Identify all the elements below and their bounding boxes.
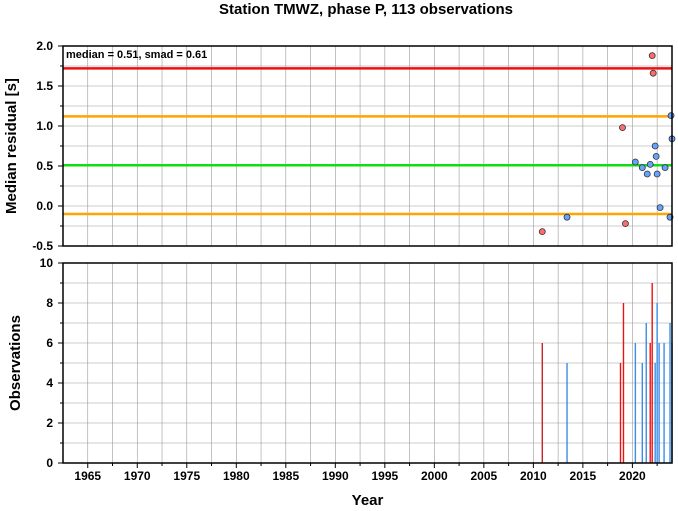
observation-bar [649, 343, 651, 463]
observation-bar [541, 343, 543, 463]
data-point [653, 170, 661, 178]
y-tick-label: 4 [46, 376, 53, 390]
x-tick-label: 1965 [74, 469, 101, 483]
data-point [631, 158, 639, 166]
x-axis-label: Year [352, 492, 384, 509]
y-tick-label: 0 [46, 456, 53, 470]
y-tick-label: 2 [46, 416, 53, 430]
year-x-ticks: 1965 1970 1975 1980 1985 1990 1995 2000 2005 2010… [74, 463, 658, 483]
x-tick-label: 2020 [619, 469, 646, 483]
residuals-y-axis-label: Median residual [s] [3, 78, 20, 214]
observations-panel: 0 2 4 6 8 10 1965 1970 1975 1980 1985 1990 1995 2000… [7, 256, 673, 509]
data-point [638, 164, 646, 172]
y-tick-label: 10 [40, 256, 54, 270]
data-point [649, 69, 657, 77]
y-tick-label: 2.0 [36, 39, 53, 53]
x-tick-label: 2000 [421, 469, 448, 483]
observation-bar [622, 303, 625, 463]
residuals-annotation: median = 0.51, smad = 0.61 [66, 49, 207, 61]
residuals-y-ticks: -0.5 0.0 0.5 1.0 1.5 2.0 [32, 39, 63, 253]
x-tick-label: 1985 [272, 469, 299, 483]
x-tick-label: 1980 [223, 469, 250, 483]
data-point [667, 112, 675, 119]
x-tick-label: 1995 [371, 469, 398, 483]
data-point [646, 160, 654, 168]
y-tick-label: 0.0 [36, 199, 53, 213]
observation-bar [651, 283, 653, 463]
observations-grid [63, 263, 672, 463]
x-tick-label: 1975 [173, 469, 200, 483]
observation-bar [619, 363, 622, 463]
y-tick-label: 6 [46, 336, 53, 350]
observation-bar [656, 303, 658, 463]
data-point [643, 170, 651, 178]
data-point [619, 124, 626, 131]
x-tick-label: 2010 [520, 469, 547, 483]
y-tick-label: 1.0 [36, 119, 53, 133]
residuals-panel: -0.5 0.0 0.5 1.0 1.5 2.0 median = 0.51, smad … [3, 39, 676, 253]
residuals-grid [63, 46, 672, 246]
x-tick-label: 2005 [471, 469, 498, 483]
observations-y-ticks: 0 2 4 6 8 10 [40, 256, 63, 470]
figure-title: Station TMWZ, phase P, 113 observations [219, 1, 513, 18]
data-point [656, 204, 664, 212]
data-point [652, 152, 660, 160]
observation-bar [663, 343, 665, 463]
residual-points [538, 52, 676, 236]
data-point [538, 228, 546, 236]
x-tick-label: 1970 [124, 469, 151, 483]
data-point [648, 52, 656, 59]
x-tick-label: 2015 [570, 469, 597, 483]
observation-bar [645, 323, 647, 463]
observations-y-axis-label: Observations [7, 315, 24, 411]
observation-bars [541, 283, 673, 463]
observation-bar [566, 363, 568, 463]
observation-bar [669, 323, 671, 463]
y-tick-label: 8 [46, 296, 53, 310]
y-tick-label: 1.5 [36, 79, 53, 93]
data-point [622, 220, 629, 228]
y-tick-label: 0.5 [36, 159, 53, 173]
y-tick-label: -0.5 [32, 239, 53, 253]
observation-bar [634, 343, 637, 463]
data-point [563, 213, 571, 221]
data-point [651, 142, 659, 150]
observation-bar [654, 363, 656, 463]
x-tick-label: 1990 [322, 469, 349, 483]
reference-lines [63, 67, 672, 216]
data-point [661, 164, 669, 172]
observation-bar [658, 343, 660, 463]
observation-bar [641, 363, 643, 463]
